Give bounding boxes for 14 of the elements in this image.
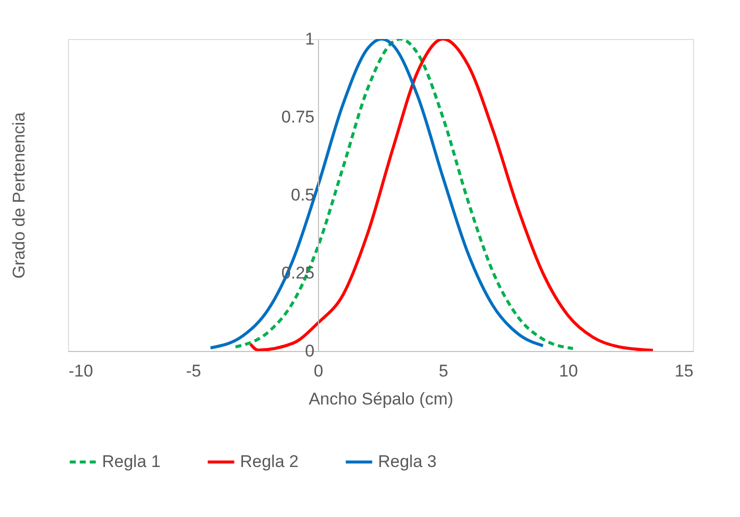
x-tick-label: 15 <box>674 362 694 380</box>
legend-label: Regla 1 <box>102 452 161 471</box>
y-tick-label: 0.5 <box>290 186 314 204</box>
x-tick-label: -5 <box>186 362 202 380</box>
y-tick-label: 0.75 <box>281 108 314 126</box>
x-axis-title: Ancho Sépalo (cm) <box>308 390 454 408</box>
y-axis-title: Grado de Pertenencia <box>10 112 28 279</box>
x-tick-label: 5 <box>438 362 448 380</box>
x-tick-label: 10 <box>559 362 578 380</box>
legend-label: Regla 2 <box>240 452 299 471</box>
y-tick-label: 0 <box>305 342 314 360</box>
y-tick-label: 1 <box>305 30 314 48</box>
x-tick-label: -10 <box>68 362 94 380</box>
legend-label: Regla 3 <box>378 452 437 471</box>
